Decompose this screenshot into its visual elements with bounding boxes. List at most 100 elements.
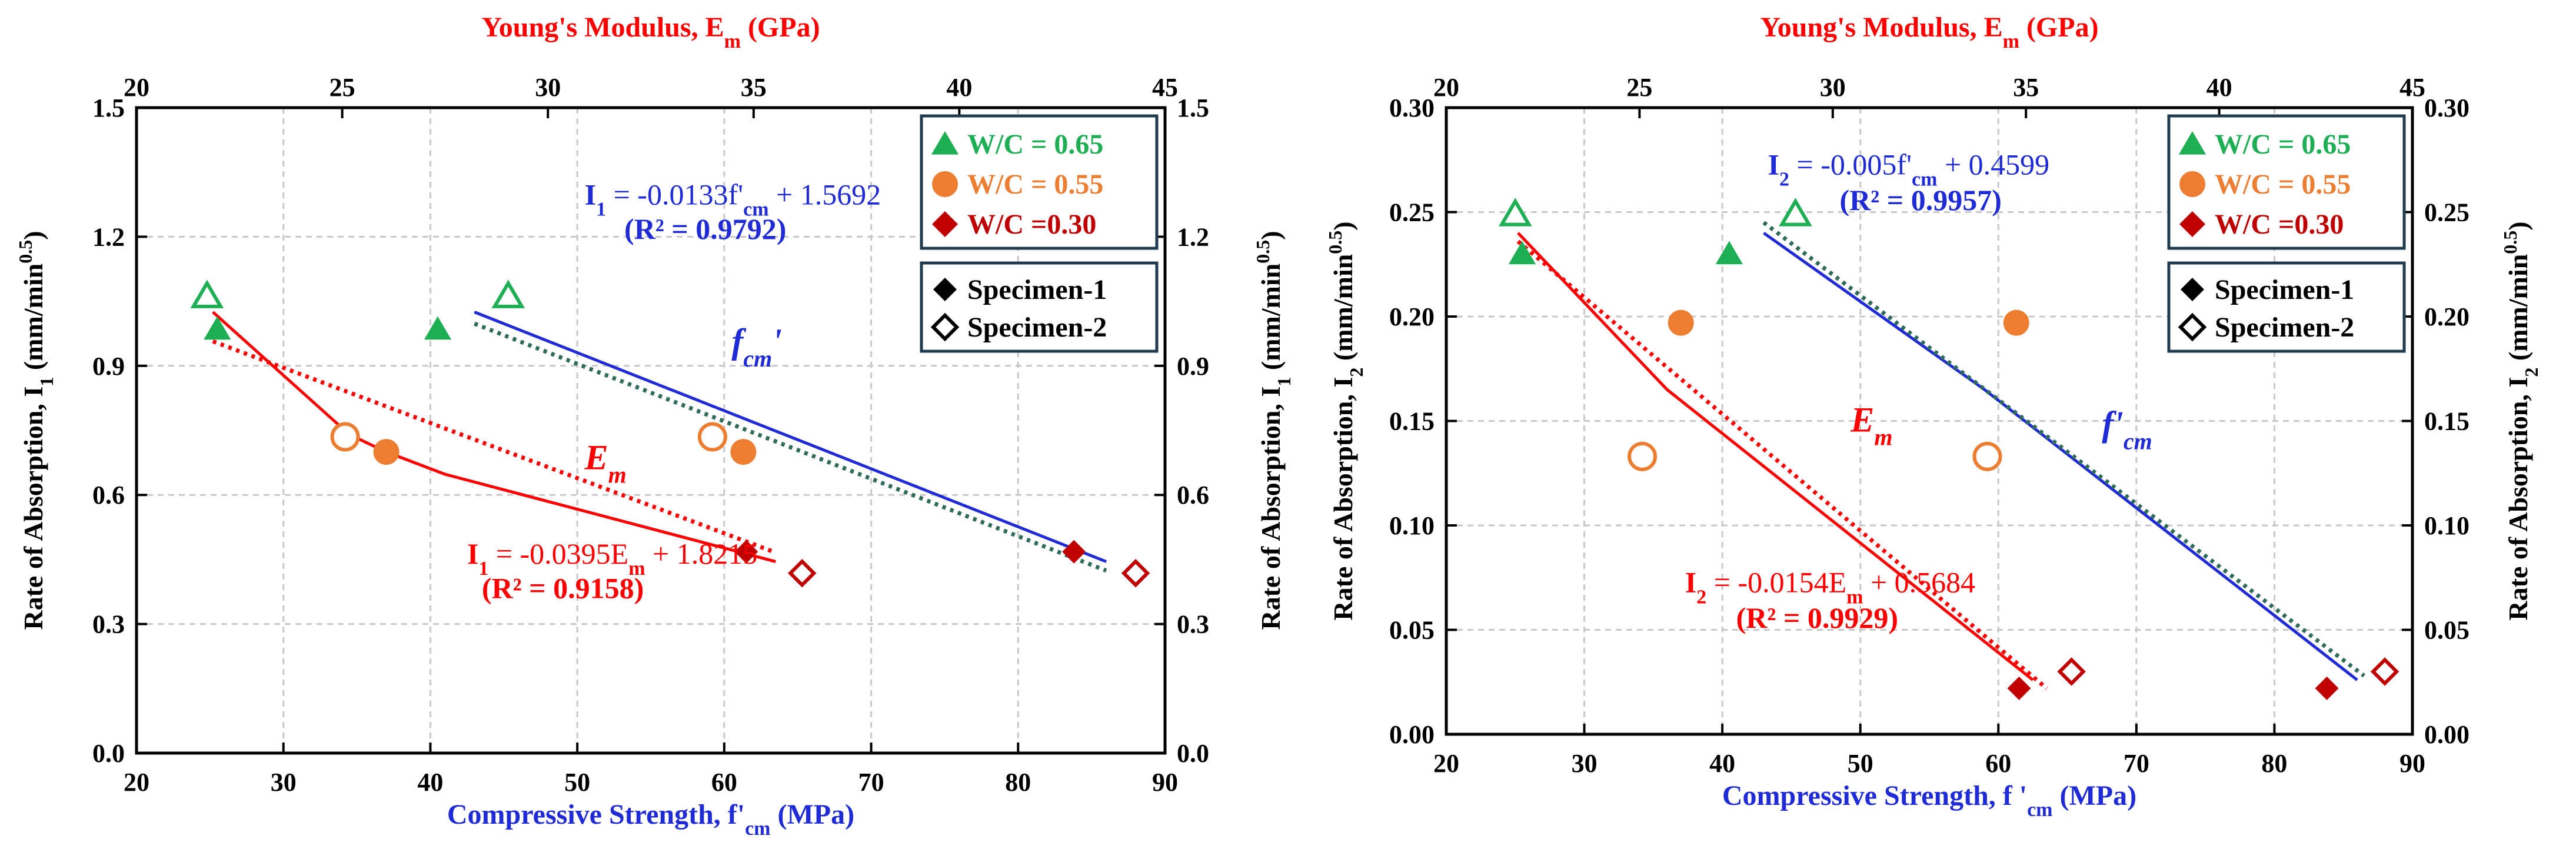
fit-line-fcm-curve — [1763, 231, 2358, 681]
x2-tick-label: 40 — [2206, 73, 2232, 102]
curve-label-fcm: fcm' — [731, 322, 782, 372]
y-axis-title-right: Rate of Absorption, I1 (mm/min0.5) — [1252, 231, 1294, 630]
data-point-triangle-specimen-2 — [491, 279, 525, 308]
series-circle — [1628, 309, 2029, 471]
y-tick-label-right: 0.20 — [2424, 302, 2470, 331]
legend-specimen-box — [920, 261, 1159, 353]
data-point-diamond-specimen-1 — [734, 540, 758, 564]
x2-tick-label: 35 — [741, 73, 767, 102]
x-tick-label: 60 — [711, 768, 737, 797]
legend-marker-circle — [2179, 171, 2205, 197]
x2-tick-label: 35 — [2013, 73, 2039, 102]
y-tick-label: 0.30 — [1389, 94, 1435, 122]
y-tick-label: 1.2 — [92, 222, 125, 251]
x2-tick-label: 40 — [946, 73, 972, 102]
y-tick-label-right: 0.15 — [2424, 407, 2470, 436]
data-point-diamond-specimen-2 — [787, 559, 817, 588]
r-squared-fcm: (R² = 0.9792) — [624, 212, 786, 245]
x2-tick-label: 25 — [330, 73, 355, 102]
x-tick-label: 30 — [271, 768, 297, 797]
fit-line-Em-curve — [212, 311, 776, 563]
y-axis-title-right: Rate of Absorption, I2 (mm/min0.5) — [2500, 221, 2542, 620]
legend-label-wc: W/C =0.30 — [2215, 209, 2344, 240]
curve-label-Em: Em — [584, 438, 627, 488]
legend-label-wc: W/C = 0.55 — [2215, 169, 2351, 200]
x2-tick-label: 45 — [1152, 73, 1178, 102]
legend-marker-triangle — [2178, 131, 2206, 155]
data-point-diamond-specimen-1 — [2315, 676, 2339, 700]
series-diamond — [2007, 657, 2399, 700]
fit-line-fcm-trend — [1762, 221, 2366, 678]
y-tick-label-right: 0.0 — [1177, 739, 1209, 768]
x2-tick-label: 25 — [1626, 73, 1652, 102]
x-tick-label: 50 — [1848, 749, 1873, 778]
r-squared-Em: (R² = 0.9158) — [482, 572, 644, 605]
x-tick-label: 40 — [417, 768, 443, 797]
x-tick-label: 70 — [2124, 749, 2149, 778]
r-squared-Em: (R² = 0.9929) — [1736, 601, 1898, 634]
legend-marker-diamond — [932, 211, 958, 237]
y-tick-label-right: 0.3 — [1177, 610, 1209, 639]
series-triangle — [1498, 198, 1812, 265]
x-tick-label: 20 — [1433, 749, 1459, 778]
y-tick-label-right: 0.30 — [2424, 94, 2470, 122]
x2-tick-label: 45 — [2399, 73, 2425, 102]
legend-label-wc: W/C = 0.65 — [967, 129, 1103, 160]
legend-wc: W/C = 0.65 W/C = 0.55 W/C =0.30 — [2167, 114, 2406, 250]
legend-marker-filled-diamond — [933, 278, 957, 301]
gridlines — [137, 108, 1165, 753]
equation-fcm: I2 = -0.005f'cm + 0.4599 — [1768, 148, 2050, 191]
x-tick-label: 60 — [1985, 749, 2011, 778]
x2-tick-label: 30 — [535, 73, 561, 102]
x-tick-label: 90 — [1152, 768, 1178, 797]
x2-axis-title: Young's Modulus, Em (GPa) — [1760, 12, 2098, 52]
x-tick-label: 20 — [124, 768, 149, 797]
data-point-diamond-specimen-1 — [1062, 540, 1086, 564]
y-tick-label: 0.05 — [1389, 616, 1435, 645]
legend-label-specimen: Specimen-2 — [967, 312, 1107, 343]
y-axis-title: Rate of Absorption, I1 (mm/min0.5) — [15, 231, 57, 630]
x-tick-label: 70 — [858, 768, 884, 797]
x2-tick-label: 20 — [1433, 73, 1459, 102]
data-point-triangle-specimen-1 — [204, 316, 231, 340]
y-axis-title: Rate of Absorption, I2 (mm/min0.5) — [1324, 221, 1367, 620]
x-tick-label: 90 — [2399, 749, 2425, 778]
y-tick-label: 0.15 — [1389, 407, 1435, 436]
data-point-triangle-specimen-1 — [1508, 241, 1536, 265]
legend-specimen: Specimen-1 Specimen-2 — [2167, 261, 2406, 353]
data-point-diamond-specimen-2 — [2057, 657, 2086, 686]
x2-axis-title: Young's Modulus, Em (GPa) — [481, 12, 820, 52]
equation-Em: I2 = -0.0154Em + 0.5684 — [1685, 566, 1975, 608]
y-tick-label: 0.6 — [92, 481, 125, 510]
plot-frame — [135, 106, 1167, 755]
y-tick-label: 0.20 — [1389, 302, 1435, 331]
legend-marker-filled-diamond — [2181, 278, 2204, 301]
data-point-diamond-specimen-2 — [2370, 657, 2399, 686]
data-point-triangle-specimen-2 — [1779, 198, 1812, 227]
equation-Em: I1 = -0.0395Em + 1.8215 — [467, 537, 757, 580]
data-point-circle-specimen-1 — [373, 439, 400, 465]
x-tick-label: 40 — [1709, 749, 1735, 778]
fit-line-Em-trend — [1516, 239, 2048, 690]
series-triangle — [190, 279, 525, 340]
x-axis-title: Compressive Strength, f'cm (MPa) — [447, 799, 854, 840]
chart-panel-left: 20 30 40 50 60 70 80 90 20 25 30 35 40 45 0.0 0.0 0.3 0.3… — [15, 12, 1294, 840]
y-tick-label: 0.9 — [92, 352, 125, 381]
y-tick-label-right: 0.6 — [1177, 481, 1209, 510]
x2-tick-label: 20 — [124, 73, 149, 102]
y-tick-label-right: 0.10 — [2424, 511, 2470, 540]
r-squared-fcm: (R² = 0.9957) — [1840, 184, 2002, 217]
data-point-triangle-specimen-1 — [1715, 241, 1743, 265]
equation-fcm: I1 = -0.0133f'cm + 1.5692 — [585, 178, 881, 221]
legend-marker-triangle — [931, 131, 959, 155]
fit-line-Em-trend — [212, 339, 777, 555]
y-tick-label-right: 1.5 — [1177, 94, 1209, 122]
y-tick-label-right: 0.05 — [2424, 616, 2470, 645]
series-circle — [330, 422, 757, 465]
y-tick-label: 0.3 — [92, 610, 125, 639]
x-tick-label: 80 — [2261, 749, 2287, 778]
legend-marker-diamond — [2179, 211, 2205, 237]
legend-label-specimen: Specimen-1 — [967, 274, 1107, 305]
data-point-diamond-specimen-1 — [2007, 676, 2031, 700]
data-point-triangle-specimen-2 — [190, 279, 224, 308]
